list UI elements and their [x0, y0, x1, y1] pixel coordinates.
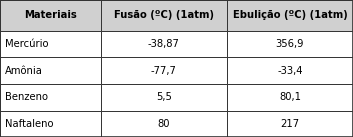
Bar: [227, 84, 353, 111]
Bar: [0, 0, 101, 31]
Text: Benzeno: Benzeno: [5, 92, 48, 102]
Text: -77,7: -77,7: [151, 66, 177, 76]
Bar: [0, 57, 101, 84]
Text: Fusão (ºC) (1atm): Fusão (ºC) (1atm): [114, 10, 214, 20]
Text: -33,4: -33,4: [277, 66, 303, 76]
Text: 356,9: 356,9: [276, 39, 304, 49]
Text: 80,1: 80,1: [279, 92, 301, 102]
Bar: [101, 111, 227, 137]
Bar: [101, 0, 227, 31]
Text: 5,5: 5,5: [156, 92, 172, 102]
Text: Naftaleno: Naftaleno: [5, 119, 54, 129]
Text: Materiais: Materiais: [24, 10, 77, 20]
Bar: [101, 31, 227, 57]
Bar: [0, 111, 101, 137]
Bar: [0, 31, 101, 57]
Bar: [227, 0, 353, 31]
Bar: [101, 84, 227, 111]
Text: Ebulição (ºC) (1atm): Ebulição (ºC) (1atm): [233, 10, 347, 20]
Text: 80: 80: [157, 119, 170, 129]
Bar: [101, 57, 227, 84]
Bar: [227, 31, 353, 57]
Text: Amônia: Amônia: [5, 66, 43, 76]
Text: Mercúrio: Mercúrio: [5, 39, 49, 49]
Bar: [0, 84, 101, 111]
Text: 217: 217: [280, 119, 300, 129]
Text: -38,87: -38,87: [148, 39, 180, 49]
Bar: [227, 111, 353, 137]
Bar: [227, 57, 353, 84]
